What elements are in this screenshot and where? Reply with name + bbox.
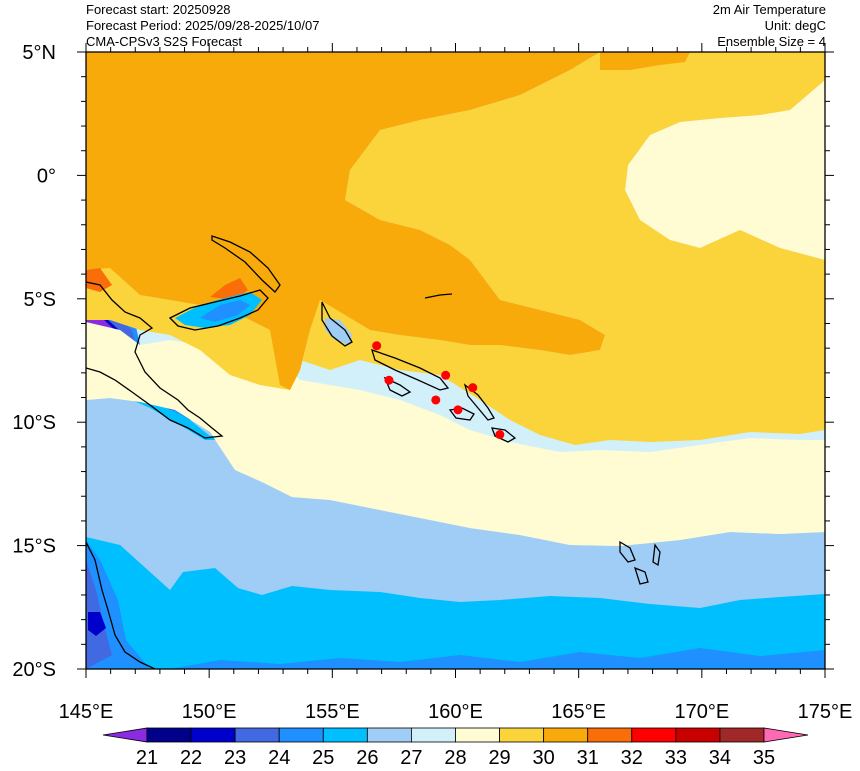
coast-new-guinea [86,281,224,439]
colorbar-swatch [366,727,412,743]
band-31-32-b [86,268,112,292]
colorbar-label: 33 [665,747,687,769]
colorbar-swatch [543,727,589,743]
coast-reef-line [424,293,453,299]
colorbar-low-triangle [102,727,148,743]
map-plot-area [86,52,825,669]
station-marker [495,430,505,440]
lat-tick-label: 5°S [24,289,56,311]
coast-vanuatu-c [652,543,661,567]
coast-vanuatu-a [619,540,636,563]
colorbar-label: 27 [400,747,422,769]
ensemble-size-text: Ensemble Size = 4 [717,34,826,49]
station-marker [384,375,394,385]
colorbar-label: 22 [180,747,202,769]
colorbar-label: 25 [312,747,334,769]
coast-australia [86,541,156,669]
band-25-26 [86,537,825,669]
station-marker [453,405,463,415]
colorbar-high-triangle [763,727,809,743]
colorbar: 21 22 23 24 25 26 27 28 29 30 31 32 33 34 35 [102,727,809,769]
colorbar-swatch [675,727,721,743]
coast-new-britain [168,289,269,331]
colorbar-swatch [190,727,236,743]
axis-ticks [77,43,834,678]
colorbar-swatch [455,727,500,743]
lat-tick-label: 5°N [22,42,56,64]
lon-tick-label: 160°E [428,701,483,723]
lat-tick-label: 0° [37,165,56,187]
coast-solomons-a [371,348,450,391]
colorbar-swatch [587,727,633,743]
station-marker [441,370,451,380]
colorbar-swatch [631,727,677,743]
coast-new-ireland [211,235,281,293]
lon-tick-label: 155°E [305,701,360,723]
colorbar-label: 28 [444,747,466,769]
variable-name-text: 2m Air Temperature [712,2,826,17]
lon-tick-label: 165°E [551,701,606,723]
lon-tick-label: 145°E [59,701,114,723]
lat-tick-label: 15°S [12,536,56,558]
station-marker [468,383,478,393]
forecast-period-text: Forecast Period: 2025/09/28-2025/10/07 [86,18,320,33]
station-marker [431,395,441,405]
colorbar-label: 29 [488,747,510,769]
band-28-29-ne [625,80,825,260]
colorbar-swatch [322,727,368,743]
unit-text: Unit: degC [764,18,826,33]
marker-layer [372,341,505,440]
band-24-25-island-a [200,300,250,322]
colorbar-label: 26 [356,747,378,769]
colorbar-swatch [411,727,456,743]
model-name-text: CMA-CPSv3 S2S Forecast [86,34,243,49]
forecast-start-text: Forecast start: 20250928 [86,2,231,17]
coast-bougainville [321,301,353,347]
colorbar-label: 30 [533,747,555,769]
colorbar-swatch [146,727,192,743]
band-24-25-strip [170,648,825,669]
band-30-31-ne [600,52,690,70]
band-31-32-a [210,278,248,300]
colorbar-label: 31 [577,747,599,769]
colorbar-label: 35 [753,747,775,769]
colorbar-label: 21 [136,747,158,769]
colorbar-swatch [499,727,545,743]
lat-tick-label: 20°S [12,659,56,681]
station-marker [372,341,382,351]
colorbar-swatch [278,727,324,743]
colorbar-label: 34 [709,747,731,769]
lat-tick-label: 10°S [12,412,56,434]
coast-solomons-c [463,383,495,421]
axis-tick-labels: 145°E 150°E 155°E 160°E 165°E 170°E 175°E 5°N 0°… [12,42,852,723]
colorbar-swatch [234,727,280,743]
colorbar-label: 24 [268,747,290,769]
coast-solomons-b [383,376,412,397]
colorbar-label: 23 [224,747,246,769]
colorbar-swatch [719,727,765,743]
header-left: Forecast start: 20250928 Forecast Period… [86,2,319,50]
header-right: 2m Air Temperature Unit: degC Ensemble S… [713,2,826,50]
coastlines [86,235,661,669]
band-29-30 [86,52,825,445]
coast-makira [491,427,517,443]
lon-tick-label: 170°E [674,701,729,723]
band-22-23-sw [88,612,106,636]
coast-vanuatu-b [633,566,649,585]
colorbar-label: 32 [621,747,643,769]
lon-tick-label: 150°E [182,701,237,723]
lon-tick-label: 175°E [798,701,853,723]
band-26-27-island-b [325,318,352,345]
